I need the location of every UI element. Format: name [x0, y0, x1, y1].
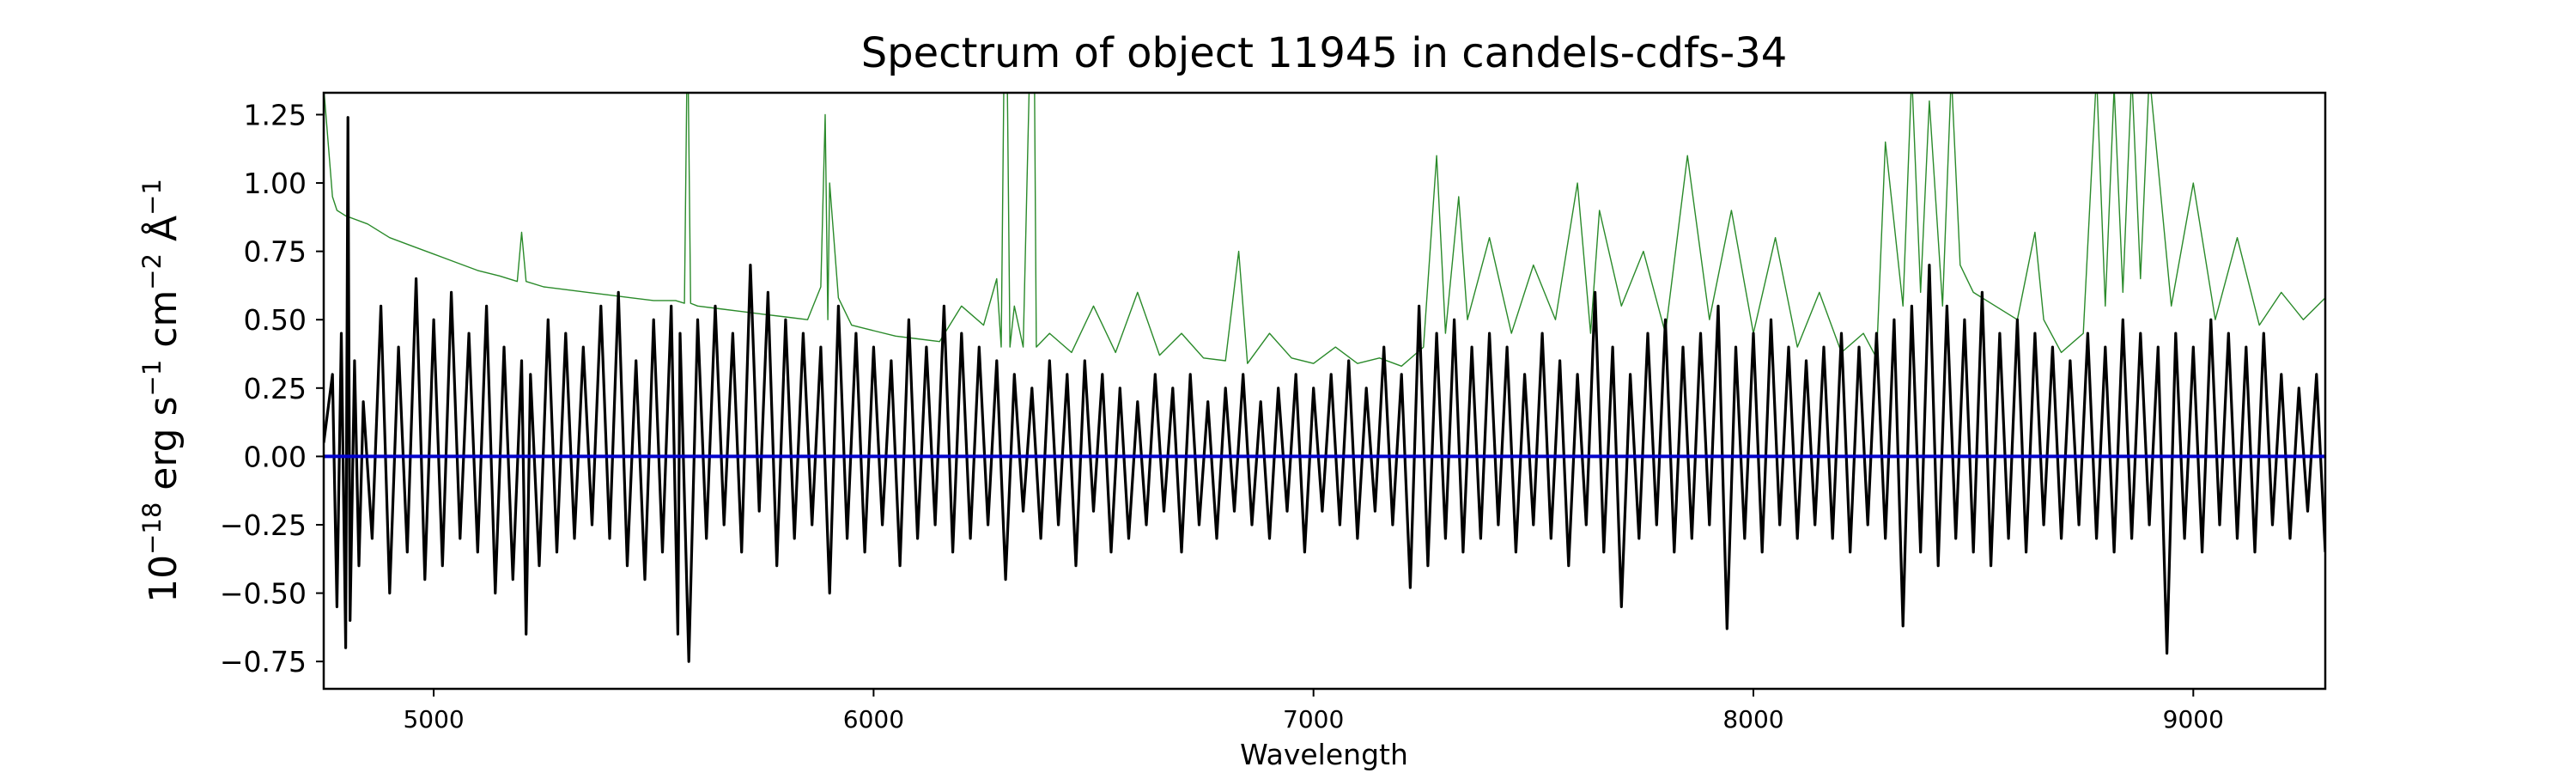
plot-frame [322, 91, 2327, 691]
y-label-base: 10 [142, 555, 185, 603]
y-tick-label: 0.00 [244, 440, 307, 473]
y-label-exp4: −1 [137, 179, 167, 216]
x-tick-label: 8000 [1722, 705, 1783, 733]
y-label-exp1: −18 [137, 502, 167, 555]
error-series-line [324, 93, 2325, 367]
x-tick-label: 5000 [403, 705, 464, 733]
chart-title: Spectrum of object 11945 in candels-cdfs… [861, 29, 1788, 77]
flux-series-line [324, 116, 2325, 663]
y-label-exp2: −1 [137, 360, 167, 397]
x-tick-label: 6000 [843, 705, 904, 733]
y-tick-label: 0.50 [244, 303, 307, 337]
y-tick-label: −0.50 [220, 577, 307, 611]
y-axis-label: 10−18 erg s−1 cm−2 Å−1 [137, 179, 185, 603]
y-label-text2: cm [142, 290, 185, 360]
y-tick-label: 0.75 [244, 235, 307, 269]
x-tick-label: 7000 [1283, 705, 1344, 733]
y-label-exp3: −2 [137, 253, 167, 290]
x-tick-label: 9000 [2163, 705, 2224, 733]
y-tick-label: 0.25 [244, 372, 307, 405]
y-label-text3: Å [140, 216, 185, 253]
y-tick-label: 1.25 [244, 98, 307, 131]
series-layer [324, 93, 2325, 663]
y-axis: −0.75 −0.50 −0.25 0.00 0.25 0.50 0.75 1.00 1.25 [220, 98, 324, 679]
y-tick-label: −0.25 [220, 508, 307, 542]
y-tick-label: −0.75 [220, 645, 307, 679]
y-tick-label: 1.00 [244, 167, 307, 200]
y-label-text1: erg s [142, 396, 185, 502]
x-axis: 5000 6000 7000 8000 9000 [403, 689, 2224, 733]
x-axis-label: Wavelength [1240, 738, 1408, 771]
